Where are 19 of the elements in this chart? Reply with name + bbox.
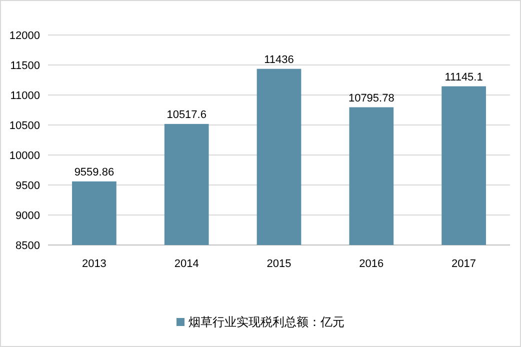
data-label: 10795.78: [348, 92, 394, 104]
y-tick-label: 10500: [9, 120, 40, 132]
x-tick-label: 2016: [359, 258, 384, 270]
y-tick-label: 9000: [16, 210, 40, 222]
x-tick-label: 2015: [266, 258, 292, 270]
data-label: 9559.86: [74, 166, 114, 178]
x-tick-label: 2017: [452, 258, 476, 270]
y-tick-label: 11500: [10, 60, 40, 72]
legend-label: 烟草行业实现税利总额：亿元: [188, 315, 344, 329]
y-tick-label: 12000: [9, 30, 40, 42]
y-tick-label: 11000: [10, 90, 40, 102]
x-tick-label: 2014: [174, 258, 199, 270]
y-tick-label: 9500: [16, 180, 40, 192]
y-tick-label: 8500: [16, 240, 40, 252]
x-tick-label: 2013: [82, 258, 106, 270]
data-label: 10517.6: [166, 108, 206, 121]
data-label: 11436: [264, 54, 294, 66]
y-tick-label: 10000: [9, 150, 40, 162]
data-label: 11145.1: [444, 71, 483, 84]
